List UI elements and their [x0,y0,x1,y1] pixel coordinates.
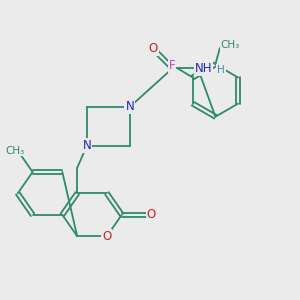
Text: H: H [217,65,225,75]
Text: NH: NH [194,62,212,75]
Text: CH₃: CH₃ [220,40,240,50]
Text: CH₃: CH₃ [5,146,24,156]
Text: N: N [125,100,134,113]
Text: O: O [147,208,156,221]
Text: O: O [148,42,158,56]
Text: N: N [82,139,91,152]
Text: F: F [169,59,175,72]
Text: O: O [102,230,112,243]
